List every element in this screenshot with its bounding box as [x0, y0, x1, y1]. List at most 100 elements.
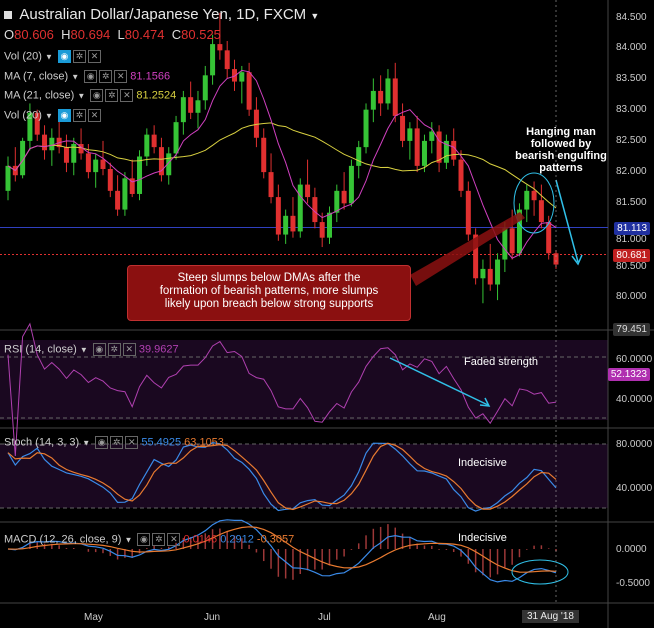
macd-signal-value: -0.3057 [256, 533, 295, 546]
candle-body [414, 128, 420, 166]
candle-body [495, 259, 501, 285]
open-value: 80.606 [14, 27, 54, 42]
gear-icon[interactable]: ✲ [72, 109, 86, 122]
gear-icon[interactable]: ✲ [99, 70, 113, 83]
ma21-line [7, 122, 557, 209]
candle-body [443, 140, 449, 163]
price-tick: 80.500 [616, 261, 647, 272]
macd-annotation: Indecisive [458, 532, 507, 544]
macd-line-value: 0.2912 [220, 533, 254, 546]
legend-ma7[interactable]: MA (7, close) ▼ ◉ ✲ ✕ 81.1566 [4, 70, 170, 83]
candle-body [524, 190, 530, 210]
candle-body [283, 215, 289, 235]
close-icon[interactable]: ✕ [167, 533, 181, 546]
symbol-title[interactable]: Australian Dollar/Japanese Yen, 1D, FXCM… [4, 6, 319, 23]
x-tick-may: May [84, 612, 103, 623]
candle-body [115, 190, 121, 210]
candle-body [429, 131, 435, 141]
close-icon[interactable]: ✕ [125, 436, 139, 449]
low-value: 80.474 [124, 27, 165, 42]
legend-macd[interactable]: MACD (12, 26, close, 9) ▼ ◉ ✲ ✕ 0.0146 0.2… [4, 533, 294, 546]
close-icon[interactable]: ✕ [122, 343, 136, 356]
candle-body [531, 190, 537, 201]
gear-icon[interactable]: ✲ [107, 343, 121, 356]
pattern-annotation: Hanging man followed by bearish engulfin… [500, 126, 622, 174]
stoch-band [0, 444, 608, 508]
candle-body [34, 112, 40, 135]
candle-body [151, 134, 157, 148]
price-tick: 84.500 [616, 12, 647, 23]
pattern-line-4: patterns [539, 162, 583, 174]
eye-icon[interactable]: ◉ [137, 533, 151, 546]
candle-body [473, 234, 479, 279]
legend-vol[interactable]: Vol (20) ▼ ◉ ✲ ✕ [4, 50, 101, 63]
low-key: L [117, 27, 125, 42]
candle-body [319, 222, 325, 238]
ma21-label: MA (21, close) [4, 89, 75, 102]
pattern-line-3: bearish engulfing [515, 150, 607, 162]
candle-body [407, 128, 413, 141]
close-icon[interactable]: ✕ [87, 50, 101, 63]
candle-body [239, 72, 245, 82]
eye-icon[interactable]: ◉ [92, 343, 106, 356]
gear-icon[interactable]: ✲ [105, 89, 119, 102]
gear-icon[interactable]: ✲ [72, 50, 86, 63]
eye-icon[interactable]: ◉ [95, 436, 109, 449]
gear-icon[interactable]: ✲ [110, 436, 124, 449]
callout-pointer [410, 212, 525, 286]
rsi-annotation: Faded strength [464, 356, 538, 368]
close-icon[interactable]: ✕ [120, 89, 134, 102]
chevron-down-icon: ▼ [79, 345, 88, 355]
eye-icon[interactable]: ◉ [57, 109, 71, 122]
candle-body [224, 50, 230, 70]
candle-body [232, 69, 238, 82]
candle-body [312, 197, 318, 223]
legend-vol2[interactable]: Vol (20) ▼ ◉ ✲ ✕ [4, 109, 101, 122]
close-icon[interactable]: ✕ [87, 109, 101, 122]
arrowhead-icon [571, 254, 583, 266]
candle-body [341, 190, 347, 204]
candle-body [144, 134, 150, 157]
candle-body [480, 268, 486, 279]
legend-rsi[interactable]: RSI (14, close) ▼ ◉ ✲ ✕ 39.9627 [4, 343, 179, 356]
price-tick: 81.500 [616, 197, 647, 208]
candle-body [5, 165, 11, 191]
chevron-down-icon: ▼ [44, 52, 53, 62]
stoch-d-value: 63.1053 [184, 436, 224, 449]
eye-icon[interactable]: ◉ [57, 50, 71, 63]
candle-body [392, 78, 398, 116]
legend-ma21[interactable]: MA (21, close) ▼ ◉ ✲ ✕ 81.2524 [4, 89, 176, 102]
eye-icon[interactable]: ◉ [90, 89, 104, 102]
candle-body [246, 72, 252, 110]
close-icon[interactable]: ✕ [114, 70, 128, 83]
candle-body [100, 159, 106, 169]
eye-icon[interactable]: ◉ [84, 70, 98, 83]
candle-body [202, 75, 208, 101]
price-tick: 83.500 [616, 73, 647, 84]
candle-body [85, 153, 91, 173]
rsi-fade-arrow [389, 357, 489, 406]
date-cursor-tag: 31 Aug '18 [522, 610, 579, 623]
candle-body [122, 178, 128, 210]
gear-icon[interactable]: ✲ [152, 533, 166, 546]
candle-body [107, 168, 113, 191]
chevron-down-icon: ▼ [124, 535, 133, 545]
candle-body [421, 140, 427, 166]
stoch-k-line [7, 441, 557, 512]
chevron-down-icon[interactable]: ▼ [310, 11, 320, 21]
price-tick: 84.000 [616, 42, 647, 53]
candle-body [334, 190, 340, 213]
square-icon [4, 11, 12, 19]
chevron-down-icon: ▼ [44, 111, 53, 121]
rsi-tag: 52.1323 [607, 368, 650, 381]
candle-body [42, 134, 48, 151]
high-value: 80.694 [70, 27, 111, 42]
candle-body [129, 178, 135, 194]
x-tick-jul: Jul [318, 612, 331, 623]
candle-body [78, 144, 84, 154]
stoch-tick: 80.0000 [616, 439, 653, 450]
vol-label: Vol (20) [4, 50, 42, 63]
legend-stoch[interactable]: Stoch (14, 3, 3) ▼ ◉ ✲ ✕ 55.4925 63.1053 [4, 436, 224, 449]
price-tick: 83.000 [616, 104, 647, 115]
